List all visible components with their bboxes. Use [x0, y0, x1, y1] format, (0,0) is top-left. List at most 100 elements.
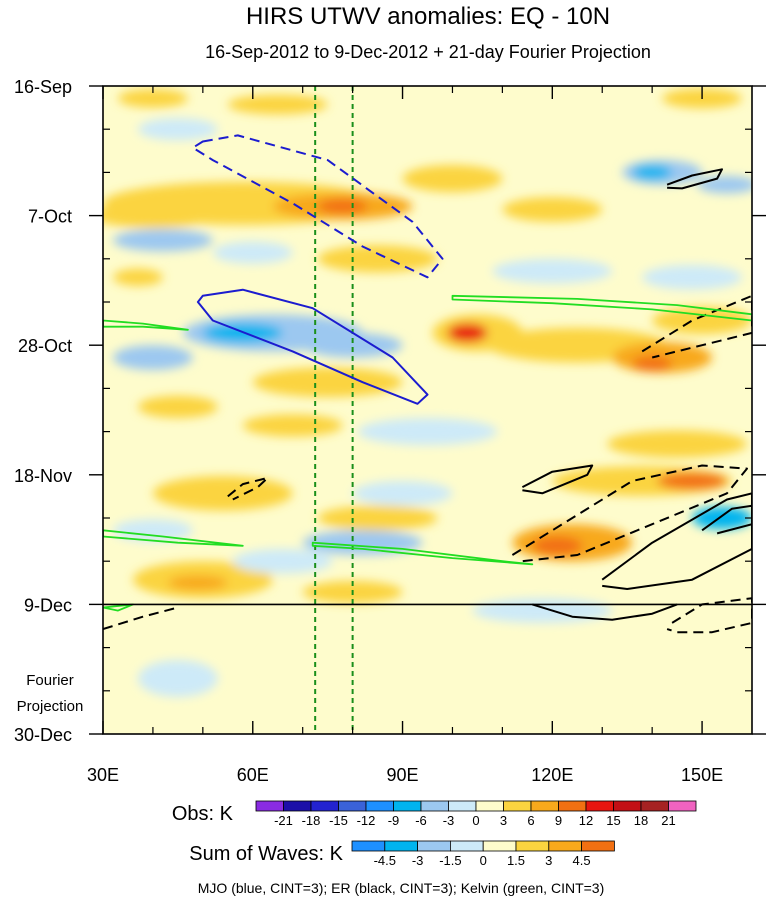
- anomaly-blob-41: [642, 264, 743, 290]
- obs-colorbar-title: Obs: K: [172, 803, 234, 825]
- mjo-contour-0: [191, 134, 444, 279]
- obs-colorbar-level-label-2: -15: [329, 813, 348, 828]
- obs-colorbar-level-label-12: 15: [606, 813, 620, 828]
- anomaly-blob-4: [317, 198, 368, 214]
- anomaly-blob-38: [302, 332, 403, 358]
- obs-colorbar-level-label-3: -12: [357, 813, 376, 828]
- kelvin-contour-14: [311, 541, 534, 566]
- obs-colorbar-level-label-5: -6: [415, 813, 427, 828]
- obs-colorbar-level-label-1: -18: [302, 813, 321, 828]
- obs-colorbar-swatch-3: [338, 800, 367, 812]
- obs-colorbar-level-label-8: 3: [500, 813, 507, 828]
- anomaly-blob-11: [447, 323, 488, 343]
- er-contour-3: [641, 294, 752, 359]
- obs-colorbar-swatch-13: [613, 800, 642, 812]
- projection-label-line2: Projection: [17, 698, 84, 715]
- obs-colorbar-swatch-2: [310, 800, 339, 812]
- anomaly-blob-27: [167, 575, 228, 591]
- er-contour-2: [666, 168, 723, 190]
- waves-colorbar-swatch-2: [417, 840, 451, 852]
- axes: 30E 60E 90E 120E 150E 16-Sep 7-Oct 28-Oct 18-Nov…: [14, 77, 766, 785]
- anomaly-blob-39: [112, 345, 193, 370]
- anomaly-blob-14: [632, 356, 673, 372]
- chart-subtitle: 16-Sep-2012 to 9-Dec-2012 + 21-day Fouri…: [205, 42, 651, 62]
- waves-colorbar-title: Sum of Waves: K: [189, 843, 343, 865]
- waves-colorbar-level-label-6: 4.5: [573, 853, 591, 868]
- obs-colorbar-level-label-4: -9: [388, 813, 400, 828]
- anomaly-blob-23: [317, 505, 438, 531]
- anomaly-blob-0: [117, 89, 188, 108]
- obs-colorbar-level-label-6: -3: [443, 813, 455, 828]
- obs-colorbar-swatch-8: [475, 800, 504, 812]
- anomaly-blob-42: [357, 418, 498, 446]
- obs-colorbar-swatch-14: [640, 800, 669, 812]
- obs-colorbar-level-label-7: 0: [472, 813, 479, 828]
- y-tick-label-1: 7-Oct: [28, 207, 72, 227]
- waves-colorbar-level-label-0: -4.5: [374, 853, 396, 868]
- waves-colorbar-swatch-1: [384, 840, 418, 852]
- plot-frame: [102, 85, 753, 735]
- kelvin-contour-12: [103, 319, 189, 331]
- anomaly-blob-20: [152, 476, 293, 511]
- plot-area: 30E 60E 90E 120E 150E 16-Sep 7-Oct 28-Oct 18-Nov…: [14, 77, 766, 785]
- x-tick-label-2: 90E: [387, 765, 419, 785]
- waves-colorbar-level-label-3: 0: [480, 853, 487, 868]
- obs-colorbar-swatch-4: [365, 800, 394, 812]
- anomaly-blob-15: [652, 306, 752, 335]
- waves-colorbar-level-label-1: -3: [412, 853, 424, 868]
- kelvin-contour-13: [103, 529, 244, 547]
- anomaly-blob-34: [112, 229, 213, 252]
- anomaly-blob-1: [227, 94, 328, 115]
- y-tick-label-5: 30-Dec: [14, 725, 72, 745]
- er-contour-4: [521, 464, 594, 495]
- anomaly-blob-48: [472, 598, 613, 623]
- x-tick-label-4: 150E: [681, 765, 723, 785]
- anomaly-blob-16: [252, 367, 403, 398]
- y-tick-label-3: 18-Nov: [14, 466, 72, 486]
- obs-colorbar-level-label-0: -21: [274, 813, 293, 828]
- anomaly-blob-40: [492, 258, 613, 284]
- waves-colorbar-swatch-7: [581, 840, 615, 852]
- obs-colorbar-level-label-14: 21: [661, 813, 675, 828]
- er-contour-5: [511, 464, 748, 563]
- obs-colorbar: Obs: K -21 -18 -15 -12 -9 -6 -3 0 3 6 9 12 15 18 21: [172, 800, 697, 828]
- waves-colorbar-swatch-6: [548, 840, 582, 852]
- er-contour-10: [103, 606, 179, 631]
- chart-title: HIRS UTWV anomalies: EQ - 10N: [246, 3, 610, 30]
- footer-legend: MJO (blue, CINT=3); ER (black, CINT=3); …: [198, 880, 605, 896]
- kelvin-contour-16: [103, 603, 134, 612]
- y-tick-label-2: 28-Oct: [18, 336, 72, 356]
- y-tick-label-4: 9-Dec: [24, 595, 72, 615]
- obs-colorbar-level-label-13: 18: [634, 813, 648, 828]
- anomaly-blob-9: [112, 268, 163, 286]
- anomaly-blob-43: [352, 480, 453, 506]
- obs-colorbar-level-label-10: 9: [555, 813, 562, 828]
- anomaly-blob-52: [642, 696, 743, 734]
- obs-colorbar-swatch-12: [585, 800, 614, 812]
- anomaly-blob-49: [262, 641, 363, 679]
- er-contour-9: [532, 603, 678, 621]
- waves-colorbar-swatch-3: [449, 840, 484, 852]
- obs-colorbar-swatch-1: [283, 800, 312, 812]
- anomaly-blob-35: [212, 241, 293, 264]
- waves-colorbar-swatch-4: [482, 840, 517, 852]
- obs-colorbar-level-label-9: 6: [527, 813, 534, 828]
- kelvin-contour-15: [451, 294, 752, 322]
- anomaly-blob-8: [317, 245, 438, 273]
- waves-colorbar-level-label-2: -1.5: [439, 853, 461, 868]
- waves-colorbar-level-label-5: 3: [545, 853, 552, 868]
- obs-colorbar-swatch-7: [448, 800, 477, 812]
- anomaly-blob-33: [697, 176, 752, 194]
- anomaly-blob-32: [632, 164, 673, 180]
- projection-label-line1: Fourier: [26, 672, 74, 689]
- anomaly-blob-51: [137, 659, 218, 697]
- y-tick-label-0: 16-Sep: [14, 77, 72, 97]
- anomaly-blob-47: [232, 548, 333, 574]
- anomaly-blob-18: [242, 414, 343, 437]
- reference-longitude-lines: [314, 86, 354, 734]
- obs-colorbar-swatch-15: [668, 800, 697, 812]
- waves-colorbar-swatch-0: [351, 840, 386, 852]
- er-contour-6: [227, 476, 269, 501]
- anomaly-blob-7: [502, 197, 603, 222]
